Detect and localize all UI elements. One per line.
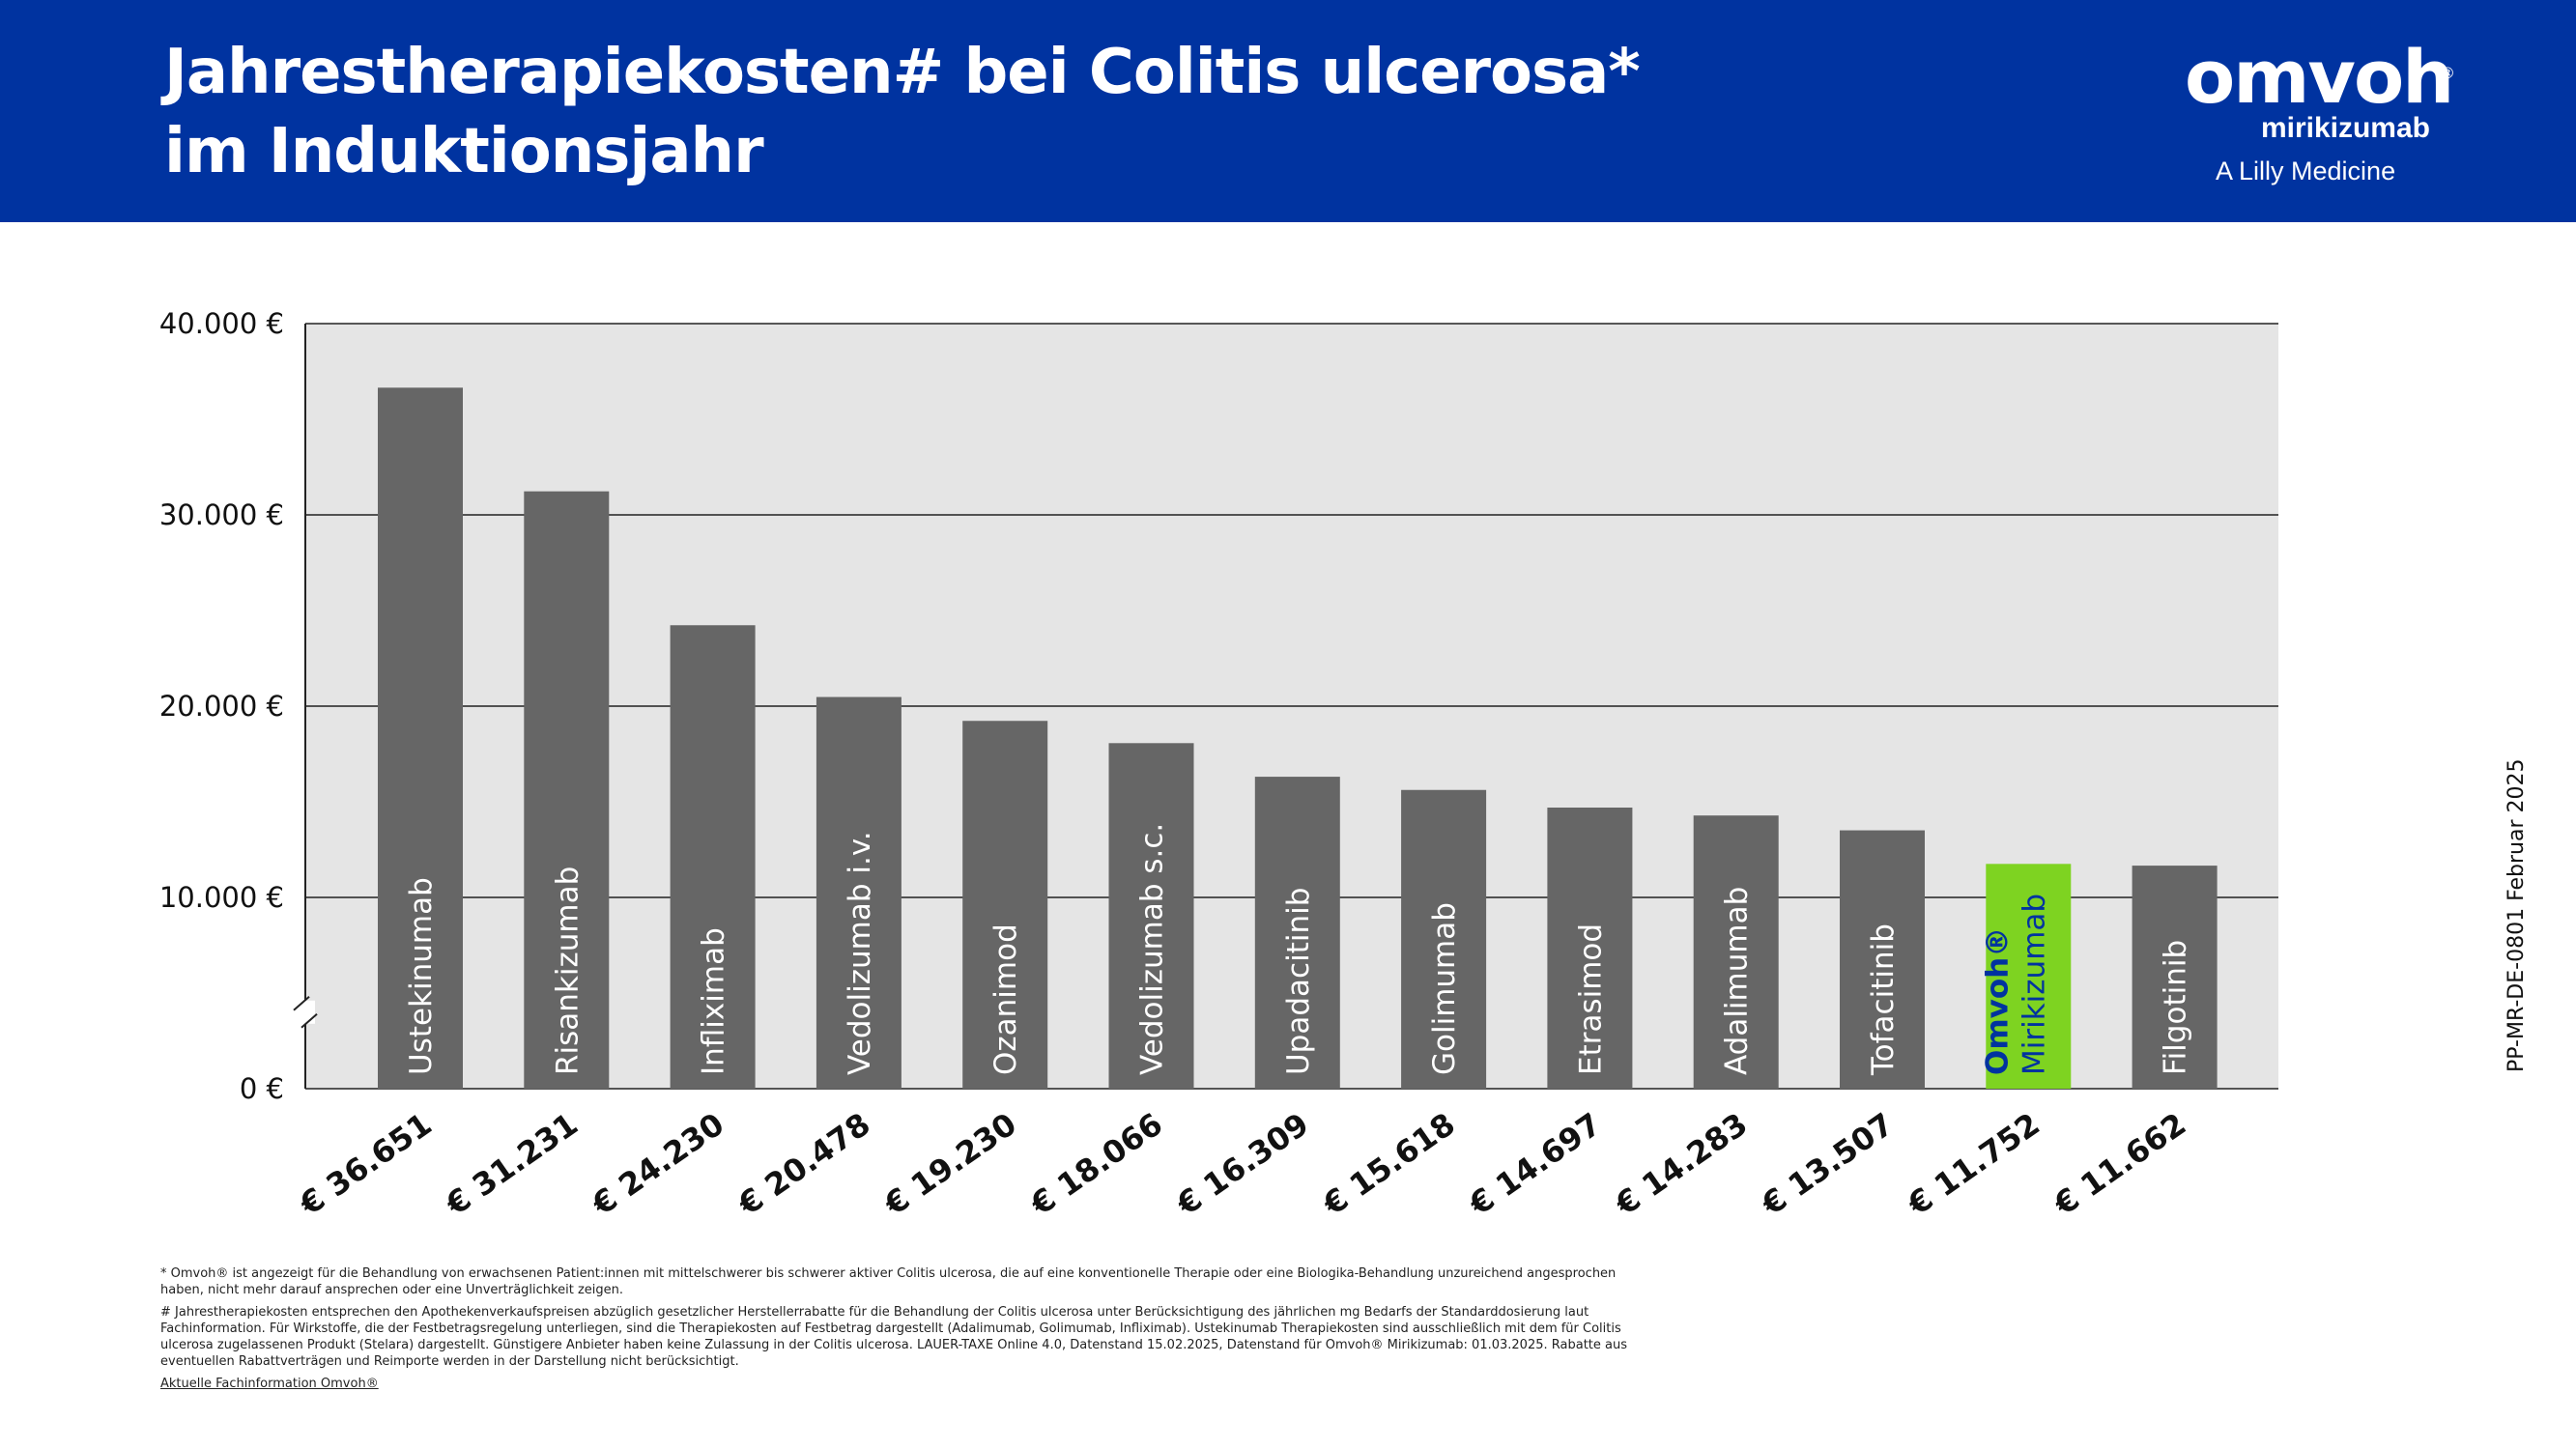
bar: [1108, 743, 1194, 1089]
bar-category-label: Risankizumab: [550, 867, 585, 1075]
title-line-2: im Induktionsjahr: [164, 116, 764, 187]
bar-category-label: Filgotinib: [2159, 940, 2193, 1075]
axis-break-mark: [293, 996, 310, 1011]
bar-value-label: € 13.507: [1754, 1105, 1900, 1223]
y-tick-label: 40.000 €: [159, 307, 284, 340]
logo-generic-name: mirikizumab: [2260, 112, 2430, 144]
bar: [670, 625, 756, 1089]
bar: [2132, 866, 2218, 1089]
bar-value-label: € 14.283: [1608, 1105, 1754, 1223]
footnote-star: * Omvoh® ist angezeigt für die Behandlun…: [160, 1266, 1617, 1297]
bar: [816, 696, 902, 1089]
bar-category-label: Infliximab: [697, 927, 731, 1075]
bar: [1693, 815, 1779, 1089]
bar-chart: 0 € 10.000 € 20.000 € 30.000 € 40.000 € Ustek…: [159, 307, 2278, 1223]
omvoh-brand-label: Omvoh®: [1980, 927, 2015, 1075]
title-line-1: Jahrestherapiekosten# bei Colitis ulcero…: [164, 37, 1641, 108]
fachinformation-link[interactable]: Aktuelle Fachinformation Omvoh®: [160, 1377, 379, 1391]
bar-category-label: Etrasimod: [1573, 923, 1608, 1075]
bar-value-label: € 31.231: [439, 1105, 585, 1223]
bar: [1986, 864, 2072, 1089]
bar-value-label: € 11.752: [1901, 1105, 2046, 1223]
bar-value-label: € 19.230: [877, 1105, 1023, 1223]
omvoh-logo: omvoh ® mirikizumab A Lilly Medicine: [2179, 37, 2469, 201]
footnote-hash: # Jahrestherapiekosten entsprechen den A…: [160, 1305, 1627, 1369]
bar-category-label: Ustekinumab: [404, 877, 439, 1075]
y-tick-label: 10.000 €: [159, 881, 284, 914]
bar-value-label: € 18.066: [1023, 1105, 1169, 1223]
footnotes: * Omvoh® ist angezeigt für die Behandlun…: [160, 1265, 1629, 1398]
logo-tagline: A Lilly Medicine: [2216, 156, 2396, 185]
bar: [962, 721, 1048, 1089]
bar: [1401, 789, 1487, 1089]
bar-value-label: € 36.651: [292, 1105, 438, 1223]
axis-break-gap: [296, 1000, 315, 1024]
bar-value-label: € 24.230: [585, 1105, 730, 1223]
bar-category-label: Tofacitinib: [1866, 923, 1901, 1076]
bar-value-label: € 14.697: [1462, 1105, 1608, 1223]
bar-category-label: Vedolizumab s.c.: [1135, 823, 1170, 1075]
bar: [1840, 830, 1925, 1089]
bar-category-label: Adalimumab: [1720, 887, 1755, 1075]
document-code: PP-MR-DE-0801 Februar 2025: [2504, 758, 2529, 1072]
bar: [378, 387, 463, 1090]
bar-value-label: € 11.662: [2046, 1105, 2192, 1223]
bar-category-label: Vedolizumab i.v.: [843, 831, 877, 1075]
bar-value-label: € 15.618: [1316, 1105, 1462, 1223]
logo-brand: omvoh: [2185, 34, 2454, 120]
bar: [1254, 777, 1340, 1089]
bar-value-label: € 16.309: [1169, 1105, 1315, 1223]
bar-category-label: Upadacitinib: [1281, 888, 1316, 1075]
header-banner: Jahrestherapiekosten# bei Colitis ulcero…: [0, 0, 2576, 222]
y-tick-label: 0 €: [240, 1072, 284, 1105]
axis-break-mark: [301, 1013, 318, 1029]
y-tick-label: 30.000 €: [159, 498, 284, 531]
bar-category-label: Golimumab: [1427, 902, 1462, 1075]
page-title: Jahrestherapiekosten# bei Colitis ulcero…: [164, 33, 1641, 191]
bar: [524, 491, 610, 1089]
bar: [1547, 807, 1633, 1089]
logo-registered-mark: ®: [2440, 64, 2455, 82]
bar-value-label: € 20.478: [730, 1105, 876, 1223]
bar-category-label: Mirikizumab: [2017, 894, 2051, 1075]
y-tick-label: 20.000 €: [159, 690, 284, 723]
bar-category-label: Ozanimod: [988, 923, 1023, 1075]
